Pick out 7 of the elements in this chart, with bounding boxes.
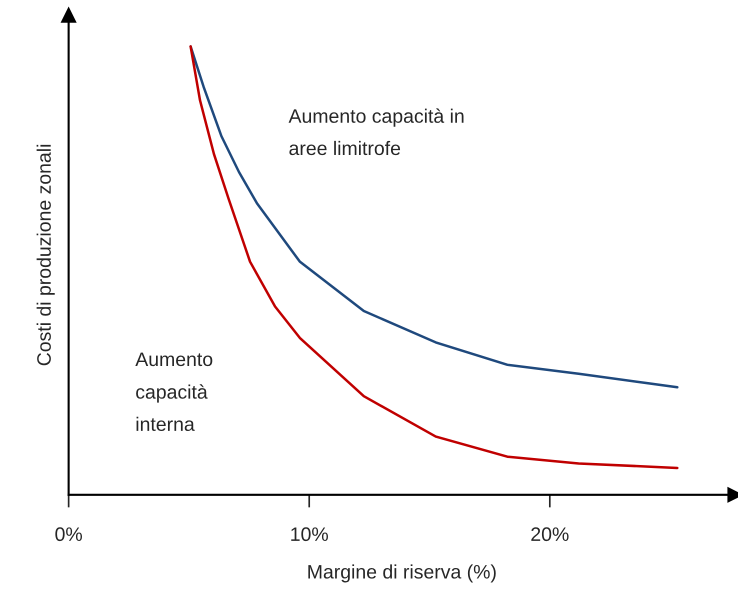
x-tick-label: 10% xyxy=(291,527,328,542)
x-axis-title: Margine di riserva (%) xyxy=(308,564,496,582)
annotation: Aumento capacità in aree limitrofe xyxy=(288,108,464,156)
x-tick-label: 20% xyxy=(531,527,569,542)
annotation: Aumento capacità interna xyxy=(135,352,212,432)
y-axis-title: Costi di produzione zonali xyxy=(36,144,55,366)
x-tick-label: 0% xyxy=(55,527,82,542)
